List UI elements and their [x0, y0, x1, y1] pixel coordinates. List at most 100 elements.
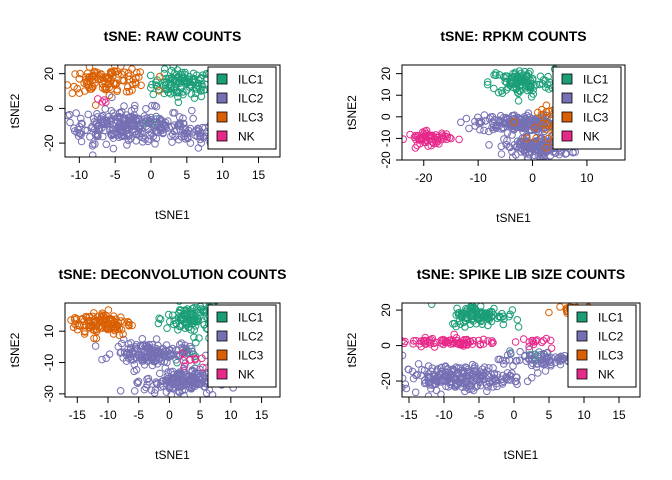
point-nk [178, 349, 187, 358]
point-ilc2 [509, 122, 517, 130]
point-ilc2 [186, 139, 195, 147]
point-nk [446, 340, 455, 348]
point-ilc1 [457, 311, 466, 319]
point-ilc2 [164, 376, 172, 385]
legend-swatch-ilc2 [561, 92, 573, 104]
x-tick-label: -10 [99, 408, 117, 422]
point-ilc3 [105, 91, 114, 100]
point-ilc1 [190, 333, 198, 342]
point-ilc2 [109, 109, 118, 117]
point-ilc2 [414, 360, 423, 368]
point-ilc1 [212, 303, 220, 305]
point-ilc2 [189, 381, 197, 390]
point-ilc3 [80, 317, 88, 326]
points-layer [65, 65, 238, 157]
point-ilc3 [89, 83, 97, 91]
point-nk [450, 330, 459, 339]
point-ilc1 [164, 310, 173, 319]
point-ilc2 [465, 124, 473, 133]
point-ilc2 [98, 355, 106, 364]
panel-1: tSNE: RAW COUNTS -10 -5 0 5 10 15 -20 0 20 tSNE1 tS… [8, 28, 281, 222]
legend-label-ilc3: ILC3 [238, 111, 264, 125]
point-ilc2 [167, 132, 175, 140]
point-nk [406, 130, 414, 139]
point-nk [100, 96, 109, 104]
point-ilc3 [82, 312, 90, 321]
point-ilc2 [420, 379, 429, 388]
point-ilc2 [190, 364, 199, 373]
point-ilc2 [502, 356, 510, 365]
x-tick-label: -20 [415, 171, 433, 185]
point-ilc2 [469, 386, 478, 395]
point-ilc2 [113, 113, 121, 122]
point-ilc1 [490, 84, 498, 93]
point-ilc3 [80, 79, 88, 87]
point-ilc3 [90, 334, 98, 343]
x-tick-label: 10 [580, 171, 594, 185]
y-tick-label: 20 [379, 67, 393, 81]
x-tick-label: -5 [110, 168, 121, 182]
point-ilc1 [148, 80, 156, 89]
point-ilc3 [76, 69, 84, 78]
point-nk [468, 340, 477, 348]
point-ilc2 [424, 362, 433, 370]
legend-label-ilc1: ILC1 [583, 73, 609, 87]
point-ilc1 [169, 76, 177, 84]
point-ilc2 [503, 351, 512, 360]
point-ilc1 [167, 66, 176, 75]
point-ilc3 [94, 75, 102, 83]
point-ilc2 [539, 154, 548, 160]
point-ilc3 [81, 328, 89, 336]
x-axis-label: tSNE1 [504, 448, 539, 462]
point-ilc2 [497, 150, 506, 158]
point-nk [427, 141, 436, 150]
point-nk [546, 336, 555, 345]
point-ilc1 [189, 317, 197, 325]
legend-label-ilc1: ILC1 [598, 311, 624, 325]
x-tick-label: 0 [148, 168, 155, 182]
point-ilc1 [499, 320, 508, 329]
point-ilc2 [175, 120, 183, 129]
panel-2: tSNE: RPKM COUNTS -20 -10 0 10 -20 -10 0 10 20 tSN… [345, 28, 626, 225]
point-ilc2 [411, 388, 420, 397]
point-ilc2 [534, 124, 543, 132]
point-ilc2 [420, 366, 429, 375]
legend-label-ilc3: ILC3 [238, 349, 264, 363]
point-ilc2 [137, 122, 145, 130]
point-ilc2 [449, 366, 457, 375]
point-ilc1 [544, 72, 552, 81]
point-ilc2 [177, 369, 185, 378]
point-nk [547, 344, 556, 353]
point-ilc2 [545, 146, 553, 154]
point-nk [426, 340, 435, 348]
point-ilc2 [521, 114, 530, 123]
point-ilc2 [462, 114, 471, 123]
y-tick-label: 20 [379, 303, 393, 317]
point-ilc2 [506, 347, 514, 355]
x-tick-label: 0 [166, 408, 173, 422]
point-ilc2 [546, 358, 555, 367]
point-ilc2 [186, 124, 195, 133]
point-ilc2 [124, 345, 132, 353]
point-ilc2 [88, 122, 96, 131]
point-ilc2 [122, 357, 131, 365]
point-ilc3 [92, 334, 101, 343]
point-ilc2 [492, 379, 501, 388]
point-ilc2 [428, 364, 437, 373]
point-ilc1 [192, 89, 200, 98]
point-ilc2 [152, 102, 161, 111]
point-ilc1 [155, 314, 163, 323]
legend-swatch-ilc2 [216, 330, 228, 342]
point-ilc2 [101, 126, 109, 135]
y-axis-label: tSNE2 [8, 93, 22, 128]
panel-3: tSNE: DECONVOLUTION COUNTS -15 -10 -5 0 5 10 15… [8, 266, 286, 462]
point-ilc2 [106, 120, 114, 128]
point-ilc2 [540, 149, 548, 158]
point-ilc2 [562, 149, 571, 158]
point-ilc2 [517, 115, 525, 123]
point-ilc3 [510, 118, 518, 126]
point-ilc3 [125, 321, 133, 330]
point-ilc1 [146, 71, 155, 80]
point-ilc3 [542, 121, 551, 129]
point-ilc1 [163, 324, 171, 333]
